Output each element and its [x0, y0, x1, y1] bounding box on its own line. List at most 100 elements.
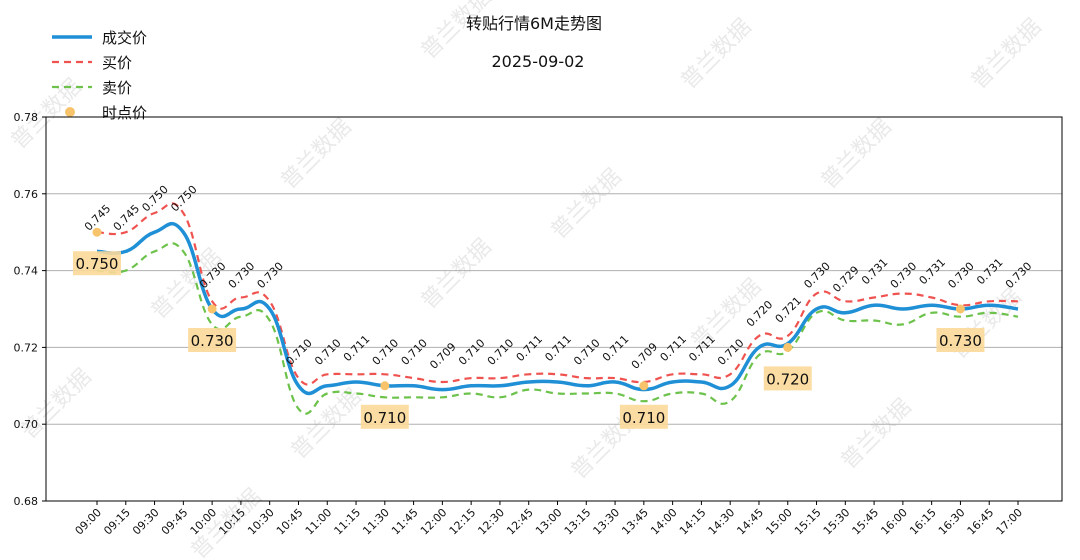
spot-point — [92, 227, 102, 237]
spot-label: 0.710 — [360, 404, 409, 429]
data-label: 0.711 — [514, 333, 545, 364]
watermark-text: 普兰数据 — [417, 234, 497, 314]
x-tick-label: 12:45 — [504, 506, 536, 538]
plot-frame — [45, 116, 1063, 502]
x-tick-label: 11:00 — [303, 506, 335, 538]
series-lines — [96, 202, 1019, 415]
spot-point — [955, 304, 965, 314]
data-label: 0.710 — [399, 336, 430, 367]
watermark-text: 普兰数据 — [967, 14, 1047, 94]
x-tick-label: 16:15 — [907, 506, 939, 538]
series-line-trade-price — [96, 221, 1019, 396]
watermark-text: 普兰数据 — [947, 284, 1027, 364]
x-tick-label: 09:30 — [130, 506, 162, 538]
x-tick-label: 13:15 — [562, 506, 594, 538]
watermark-text: 普兰数据 — [817, 114, 897, 194]
spot-label-box — [763, 366, 812, 391]
spot-label-text: 0.750 — [76, 255, 119, 273]
data-label: 0.745 — [111, 202, 142, 233]
x-tick-label: 09:45 — [159, 506, 191, 538]
legend-swatch-spot-price — [65, 107, 75, 117]
x-tick-label: 12:00 — [418, 506, 450, 538]
x-tick-label: 11:45 — [389, 506, 421, 538]
y-tick-label: 0.70 — [14, 418, 39, 431]
chart-subtitle-date: 2025-09-02 — [492, 52, 585, 71]
data-label: 0.731 — [859, 256, 890, 287]
data-label: 0.730 — [1003, 260, 1034, 291]
spot-label-box — [619, 404, 668, 429]
spot-point — [783, 342, 793, 352]
spot-label: 0.710 — [619, 404, 668, 429]
spot-label-text: 0.730 — [191, 332, 234, 350]
watermark-text: 普兰数据 — [837, 394, 917, 474]
x-tick-label: 10:45 — [274, 506, 306, 538]
data-label: 0.750 — [139, 183, 170, 214]
spot-label-box — [936, 328, 985, 352]
x-tick-label: 12:15 — [447, 506, 479, 538]
x-tick-label: 16:45 — [965, 506, 997, 538]
data-label: 0.730 — [226, 260, 257, 291]
y-tick-label: 0.76 — [14, 188, 39, 201]
data-label: 0.709 — [629, 340, 660, 371]
legend-label-spot-price: 时点价 — [102, 104, 147, 122]
x-tick-label: 14:45 — [734, 506, 766, 538]
x-tick-label: 14:30 — [706, 506, 738, 538]
legend-label-ask-price: 卖价 — [102, 79, 132, 97]
x-tick-label: 15:30 — [821, 506, 853, 538]
y-tick-label: 0.78 — [14, 111, 39, 124]
watermark-text: 普兰数据 — [17, 364, 97, 444]
x-tick-label: 16:00 — [878, 506, 910, 538]
data-label: 0.710 — [571, 336, 602, 367]
x-tick-label: 13:45 — [619, 506, 651, 538]
data-label: 0.710 — [370, 336, 401, 367]
data-label: 0.750 — [168, 183, 199, 214]
data-label: 0.710 — [485, 336, 516, 367]
y-tick-label: 0.68 — [14, 495, 39, 508]
data-label: 0.730 — [888, 260, 919, 291]
x-tick-label: 17:00 — [994, 506, 1026, 538]
spot-label-text: 0.730 — [939, 332, 982, 350]
data-label: 0.711 — [600, 333, 631, 364]
y-tick-label: 0.74 — [14, 265, 39, 278]
x-tick-label: 13:00 — [533, 506, 565, 538]
data-label: 0.730 — [801, 260, 832, 291]
data-label: 0.710 — [715, 336, 746, 367]
watermark-text: 普兰数据 — [677, 14, 757, 94]
x-tick-label: 14:00 — [648, 506, 680, 538]
spot-label: 0.730 — [936, 328, 985, 352]
spot-label: 0.730 — [188, 328, 237, 352]
chart-title: 转贴行情6M走势图 — [466, 14, 602, 33]
x-tick-label: 11:30 — [360, 506, 392, 538]
data-label: 0.730 — [255, 260, 286, 291]
watermark-text: 普兰数据 — [277, 114, 357, 194]
legend-label-bid-price: 买价 — [102, 54, 132, 72]
spot-point — [380, 381, 390, 391]
spot-label-box — [360, 404, 409, 429]
data-label: 0.729 — [830, 263, 861, 294]
data-label: 0.710 — [456, 336, 487, 367]
spot-point — [639, 381, 649, 391]
y-tick-label: 0.72 — [14, 341, 39, 354]
series-line-bid-price — [96, 202, 1019, 386]
spot-label-box — [188, 328, 237, 352]
spot-points — [92, 227, 965, 391]
data-label: 0.711 — [658, 333, 689, 364]
data-label: 0.721 — [773, 294, 804, 325]
x-tick-label: 16:30 — [936, 506, 968, 538]
spot-label-text: 0.710 — [363, 409, 406, 427]
x-tick-label: 15:45 — [850, 506, 882, 538]
spot-label-box — [73, 251, 121, 276]
x-tick-label: 09:00 — [73, 506, 105, 538]
data-label: 0.730 — [945, 260, 976, 291]
x-tick-label: 09:15 — [101, 506, 133, 538]
data-label: 0.731 — [974, 256, 1005, 287]
x-tick-label: 15:00 — [763, 506, 795, 538]
series-line-ask-price — [96, 242, 1019, 415]
watermark-text: 普兰数据 — [547, 164, 627, 244]
spot-label: 0.720 — [763, 366, 812, 391]
x-tick-label: 14:15 — [677, 506, 709, 538]
x-tick-label: 13:30 — [591, 506, 623, 538]
data-label: 0.709 — [427, 340, 458, 371]
